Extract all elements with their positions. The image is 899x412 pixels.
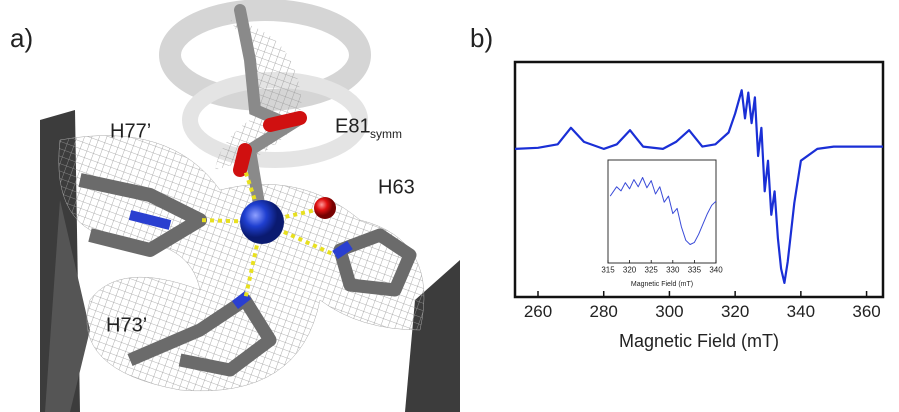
x-axis-label: Magnetic Field (mT) [619,331,779,351]
x-tick-label: 320 [623,265,637,274]
x-tick-label: 340 [787,302,815,321]
x-tick-label: 335 [688,265,702,274]
x-tick-label: 340 [709,265,723,274]
residue-label: H63 [378,176,415,198]
x-tick-label: 330 [666,265,680,274]
x-tick-label: 320 [721,302,749,321]
x-tick-label: 300 [655,302,683,321]
plot-frame [513,60,885,299]
residue-label: H73’ [106,314,147,336]
spectrum-line [514,89,883,284]
residue-label: H77’ [110,120,151,142]
x-tick-label: 315 [601,265,615,274]
x-tick-label: 325 [645,265,659,274]
residue-label: E81 [335,115,371,137]
x-tick-label: 360 [852,302,880,321]
spectrum-line [609,177,717,245]
inset-frame [607,159,717,264]
x-tick-label: 260 [524,302,552,321]
x-tick-label: 280 [590,302,618,321]
residue-subscript: symm [370,127,402,141]
panel-label: b) [470,23,493,53]
structure-render [40,0,460,412]
x-axis-label: Magnetic Field (mT) [631,281,693,288]
panel-label: a) [10,23,33,53]
